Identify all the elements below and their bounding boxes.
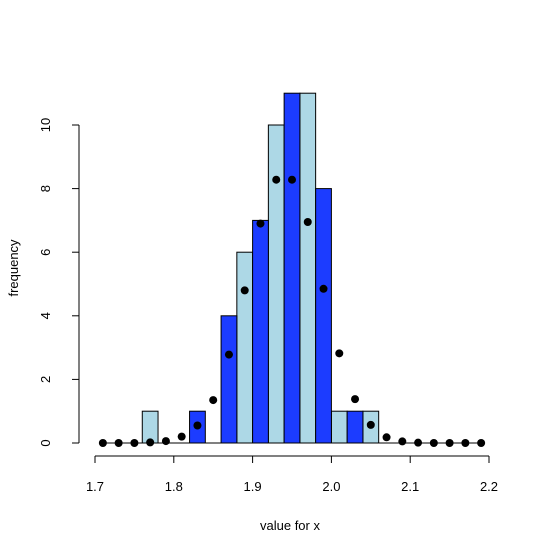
density-point-15 (335, 349, 344, 358)
x-tick-label-5: 2.2 (480, 479, 498, 494)
histogram-bar-dark-2 (252, 219, 269, 444)
y-tick-label-3: 6 (38, 249, 53, 256)
y-axis-title: frequency (6, 239, 21, 297)
density-point-2 (130, 439, 139, 447)
density-point-8 (224, 350, 233, 359)
histogram-bar-light-4 (330, 410, 348, 444)
density-points-layer (98, 175, 486, 447)
bars-layer (98, 92, 486, 444)
histogram-bar-light-3 (299, 92, 317, 444)
y-tick-label-4: 8 (38, 185, 53, 192)
histogram-bar-light-0 (141, 410, 159, 444)
density-point-22 (445, 439, 454, 447)
density-point-13 (303, 217, 312, 226)
histogram-bar-dark-4 (315, 188, 332, 444)
density-point-7 (209, 396, 218, 405)
density-point-10 (256, 219, 265, 228)
density-point-6 (193, 421, 202, 430)
density-point-23 (461, 439, 470, 447)
y-axis: 0 2 4 6 8 10 (38, 118, 80, 447)
density-point-0 (98, 439, 107, 447)
x-tick-label-2: 1.9 (244, 479, 262, 494)
density-point-19 (398, 437, 407, 446)
histogram-bar-dark-5 (346, 410, 364, 444)
y-tick-label-1: 2 (38, 376, 53, 383)
histogram-bar-light-2 (267, 124, 285, 444)
x-tick-label-4: 2.1 (401, 479, 419, 494)
density-point-3 (146, 438, 155, 447)
x-tick-label-0: 1.7 (86, 479, 104, 494)
x-tick-label-3: 2.0 (322, 479, 340, 494)
density-point-17 (366, 420, 375, 429)
density-point-11 (272, 175, 281, 184)
density-point-21 (429, 439, 438, 447)
histogram-bar-dark-1 (220, 315, 238, 444)
x-tick-label-1: 1.8 (165, 479, 183, 494)
x-axis-title: value for x (260, 518, 320, 533)
density-point-18 (382, 433, 391, 442)
histogram-bar-dark-3 (283, 92, 301, 444)
histogram-bar-light-1 (236, 251, 254, 444)
density-point-12 (288, 175, 296, 184)
y-tick-label-0: 0 (38, 439, 53, 446)
y-tick-label-5: 10 (38, 118, 53, 132)
density-point-16 (351, 395, 360, 404)
density-point-20 (414, 438, 423, 447)
density-point-1 (114, 439, 123, 447)
density-point-4 (161, 437, 170, 446)
x-axis: 1.7 1.8 1.9 2.0 2.1 2.2 (86, 455, 498, 494)
density-point-5 (177, 432, 186, 441)
density-point-14 (319, 284, 328, 293)
density-point-24 (477, 439, 486, 447)
y-tick-label-2: 4 (38, 312, 53, 319)
density-point-9 (240, 286, 249, 295)
